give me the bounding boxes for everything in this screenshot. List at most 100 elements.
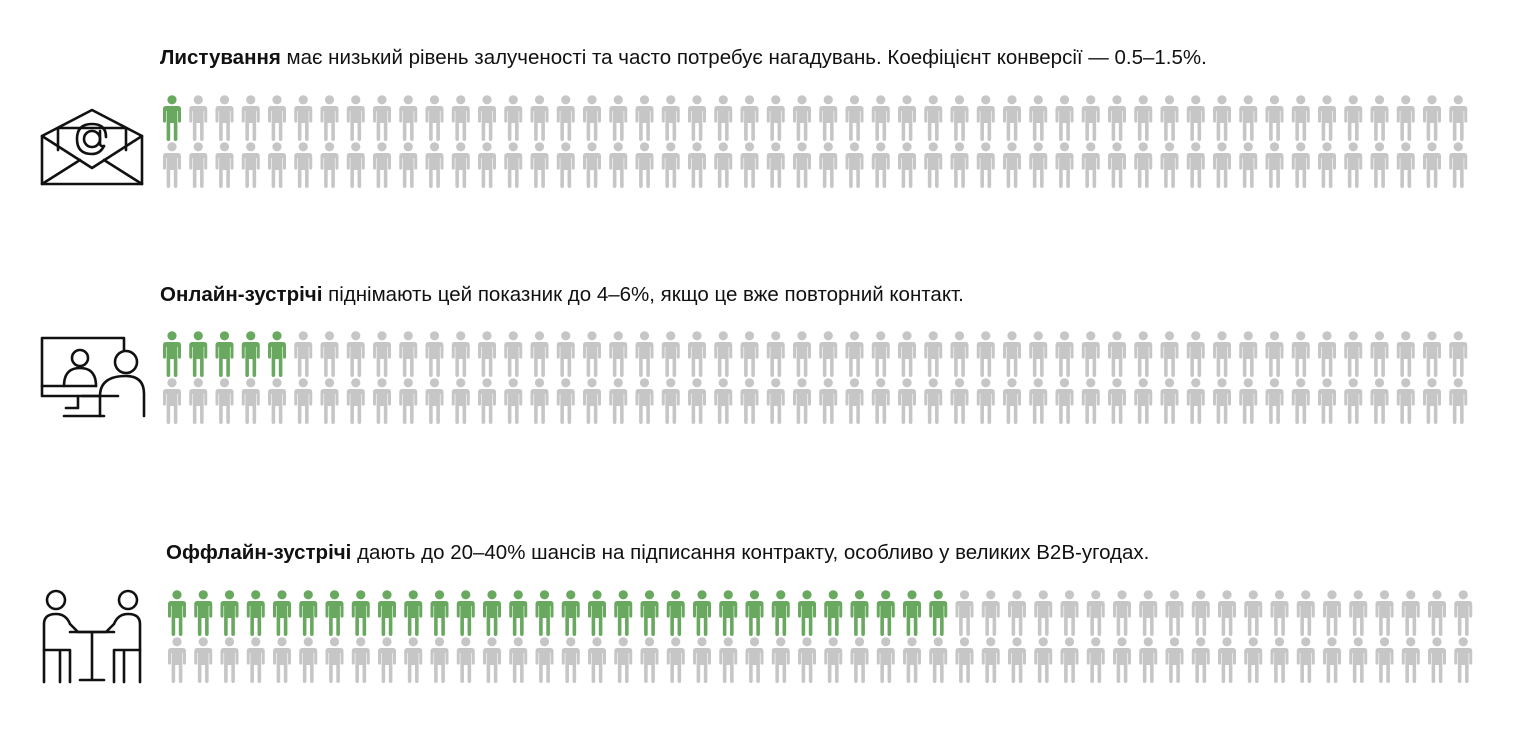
person	[1055, 378, 1074, 424]
person	[1291, 95, 1310, 141]
person	[268, 378, 286, 424]
person-highlighted	[378, 590, 396, 636]
person	[194, 637, 213, 683]
person	[1318, 142, 1336, 188]
person	[1423, 378, 1441, 424]
person	[556, 142, 575, 188]
person	[325, 637, 344, 683]
person-highlighted	[220, 590, 239, 636]
person	[1029, 331, 1048, 377]
person	[924, 331, 943, 377]
person	[714, 142, 733, 188]
person	[273, 637, 291, 683]
person	[1218, 637, 1236, 683]
person	[950, 95, 969, 141]
person	[268, 95, 286, 141]
person	[924, 95, 943, 141]
person	[1029, 142, 1048, 188]
person	[1270, 637, 1289, 683]
person-highlighted	[456, 590, 475, 636]
person	[976, 95, 995, 141]
person-highlighted	[168, 590, 186, 636]
person	[740, 95, 759, 141]
person	[1423, 95, 1441, 141]
person	[609, 331, 628, 377]
person	[483, 637, 501, 683]
person	[1265, 142, 1284, 188]
person	[898, 142, 916, 188]
person-highlighted	[588, 590, 606, 636]
person	[530, 95, 549, 141]
person	[215, 142, 234, 188]
person	[924, 142, 943, 188]
person	[583, 331, 601, 377]
person	[1370, 378, 1389, 424]
person-highlighted	[404, 590, 423, 636]
person	[583, 95, 601, 141]
person	[661, 331, 680, 377]
person	[294, 142, 313, 188]
person	[1165, 590, 1184, 636]
person	[824, 637, 843, 683]
person	[189, 95, 208, 141]
person-highlighted	[561, 590, 580, 636]
person	[1186, 331, 1205, 377]
person	[1029, 378, 1048, 424]
person	[346, 142, 365, 188]
person	[1081, 331, 1100, 377]
person-highlighted	[850, 590, 869, 636]
person	[299, 637, 318, 683]
person	[1375, 637, 1394, 683]
person	[1370, 142, 1389, 188]
person	[1139, 590, 1158, 636]
person	[1265, 331, 1284, 377]
person	[666, 637, 685, 683]
person	[215, 378, 234, 424]
person	[661, 378, 680, 424]
person	[399, 142, 418, 188]
person	[661, 95, 680, 141]
person	[478, 331, 496, 377]
person-highlighted	[163, 95, 181, 141]
person	[373, 378, 391, 424]
person	[1160, 95, 1179, 141]
person	[1428, 590, 1446, 636]
person	[509, 637, 528, 683]
person	[688, 331, 706, 377]
person	[1113, 590, 1131, 636]
person	[845, 331, 864, 377]
person-highlighted	[483, 590, 501, 636]
person	[241, 378, 260, 424]
person	[1244, 590, 1263, 636]
person	[430, 637, 449, 683]
person-highlighted	[719, 590, 738, 636]
online-meeting-icon	[40, 336, 146, 418]
person	[1370, 331, 1389, 377]
caption-bold: Онлайн-зустрічі	[160, 283, 323, 306]
person	[163, 378, 181, 424]
person-highlighted	[824, 590, 843, 636]
person	[588, 637, 606, 683]
person	[981, 590, 1000, 636]
person	[898, 331, 916, 377]
person	[189, 378, 208, 424]
caption: Листування має низький рівень залученост…	[160, 46, 1207, 70]
person	[798, 637, 816, 683]
person	[451, 378, 470, 424]
person	[771, 637, 790, 683]
person	[583, 378, 601, 424]
person	[1086, 590, 1105, 636]
person	[1401, 637, 1420, 683]
person	[425, 95, 444, 141]
person	[614, 637, 633, 683]
person-highlighted	[299, 590, 318, 636]
caption: Онлайн-зустрічі піднімають цей показник …	[160, 283, 964, 307]
person	[425, 142, 444, 188]
person	[635, 142, 654, 188]
person	[478, 95, 496, 141]
person	[1318, 95, 1336, 141]
person	[320, 142, 339, 188]
person	[1349, 590, 1368, 636]
person	[504, 331, 523, 377]
